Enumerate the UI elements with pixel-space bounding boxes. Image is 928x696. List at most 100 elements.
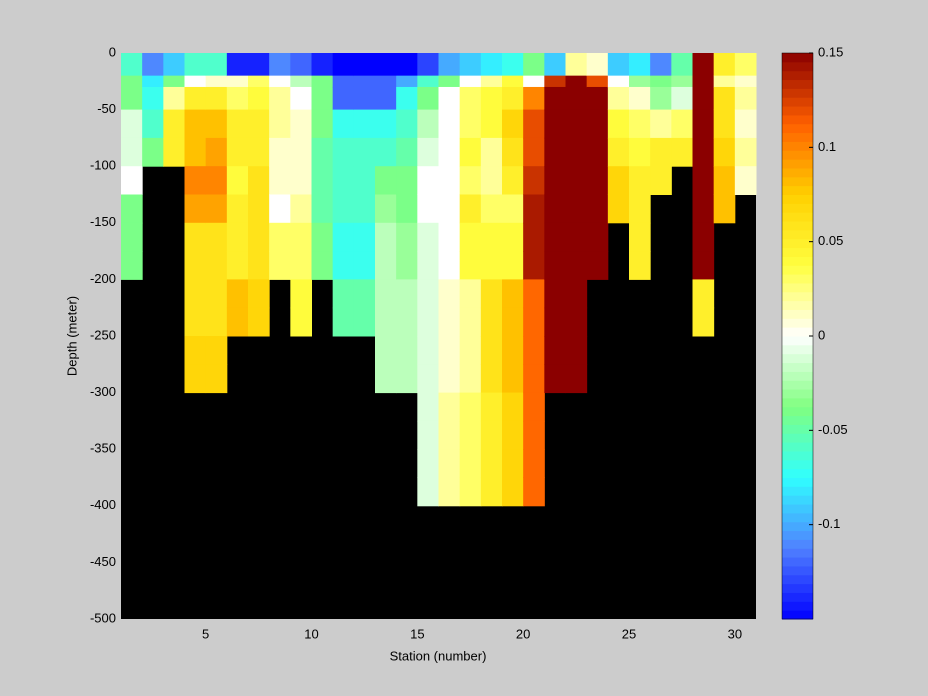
heatmap-cell (480, 420, 503, 450)
heatmap-cell (184, 166, 207, 195)
heatmap-cell (396, 75, 418, 88)
heatmap-cell (142, 109, 164, 139)
heatmap-cell (586, 86, 609, 111)
heatmap-cell (713, 53, 736, 77)
heatmap-cell (184, 109, 207, 139)
heatmap-cell (544, 137, 566, 167)
heatmap-cell (523, 86, 545, 111)
heatmap-cell (523, 392, 545, 422)
heatmap-cell (375, 109, 397, 139)
heatmap-cell (417, 477, 439, 507)
heatmap-cell (502, 166, 524, 195)
heatmap-cell (565, 364, 588, 394)
heatmap-cell (502, 392, 524, 422)
heatmap-cell (205, 222, 228, 252)
heatmap-cell (290, 137, 312, 167)
heatmap-cell (332, 194, 355, 224)
heatmap-cell (713, 109, 736, 139)
heatmap-cell (417, 420, 439, 450)
heatmap-cell (502, 420, 524, 450)
heatmap-cell (205, 53, 228, 77)
heatmap-cell (290, 53, 312, 77)
heatmap-cell (480, 222, 503, 252)
heatmap-cell (629, 222, 651, 252)
heatmap-cell (480, 307, 503, 337)
heatmap-cell (248, 86, 270, 111)
y-tick-label: -400 (90, 497, 116, 512)
colorbar-swatch (782, 300, 813, 310)
y-tick-label: -450 (90, 554, 116, 569)
heatmap-cell (417, 449, 439, 478)
colorbar-swatch (782, 574, 813, 585)
heatmap-cell (565, 53, 588, 77)
heatmap-cell (375, 222, 397, 252)
heatmap-cell (438, 137, 461, 167)
heatmap-cell (734, 137, 757, 167)
heatmap-cell (502, 53, 524, 77)
heatmap-cell (375, 137, 397, 167)
heatmap-cell (586, 137, 609, 167)
heatmap-cell (396, 364, 418, 394)
colorbar-swatch (782, 212, 813, 222)
colorbar-swatch (782, 433, 813, 443)
heatmap-cell (396, 222, 418, 252)
heatmap-cell (523, 279, 545, 309)
heatmap-cell (248, 75, 270, 88)
heatmap-cell (565, 194, 588, 224)
colorbar-swatch (782, 238, 813, 249)
heatmap-cell (417, 86, 439, 111)
heatmap-cell (438, 420, 461, 450)
colorbar-tick-label: 0 (818, 327, 825, 342)
heatmap-cell (269, 251, 291, 280)
heatmap-cell (142, 137, 164, 167)
heatmap-cell (311, 75, 334, 88)
heatmap-cell (480, 86, 503, 111)
heatmap-cell (163, 137, 185, 167)
heatmap-cell (502, 279, 524, 309)
colorbar-swatch (782, 521, 813, 532)
heatmap-cell (205, 279, 228, 309)
heatmap-cell (544, 251, 566, 280)
heatmap-cell (417, 109, 439, 139)
heatmap-cell (205, 137, 228, 167)
heatmap-cell (734, 75, 757, 88)
heatmap-cell (650, 166, 672, 195)
heatmap-cell (523, 166, 545, 195)
colorbar-swatch (782, 229, 813, 240)
heatmap-cell (438, 194, 461, 224)
y-tick-label: -150 (90, 214, 116, 229)
heatmap-cell (184, 53, 207, 77)
colorbar-swatch (782, 468, 813, 478)
colorbar-swatch (782, 397, 813, 408)
colorbar-swatch (782, 548, 813, 558)
heatmap-cell (269, 194, 291, 224)
heatmap-cell (523, 53, 545, 77)
x-tick-label: 10 (304, 626, 318, 641)
colorbar-swatch (782, 504, 813, 514)
colorbar-swatch (782, 406, 813, 417)
heatmap-cell (205, 86, 228, 111)
heatmap-cell (417, 166, 439, 195)
heatmap-cell (248, 137, 270, 167)
heatmap-cell (332, 222, 355, 252)
heatmap-cell (205, 109, 228, 139)
heatmap-cell (396, 307, 418, 337)
heatmap-cell (375, 86, 397, 111)
heatmap-cell (248, 251, 270, 280)
heatmap-cell (480, 449, 503, 478)
heatmap-cell (226, 53, 249, 77)
heatmap-cell (459, 166, 482, 195)
heatmap-cell (269, 86, 291, 111)
heatmap-cell (544, 364, 566, 394)
heatmap-cell (565, 137, 588, 167)
heatmap-cell (226, 222, 249, 252)
colorbar-tick-label: -0.1 (818, 516, 840, 531)
heatmap-cell (353, 307, 376, 337)
heatmap-cell (692, 222, 715, 252)
heatmap-cell (629, 251, 651, 280)
heatmap-cell (459, 194, 482, 224)
colorbar-swatch (782, 247, 813, 257)
y-tick-label: -200 (90, 271, 116, 286)
heatmap-cell (650, 86, 672, 111)
